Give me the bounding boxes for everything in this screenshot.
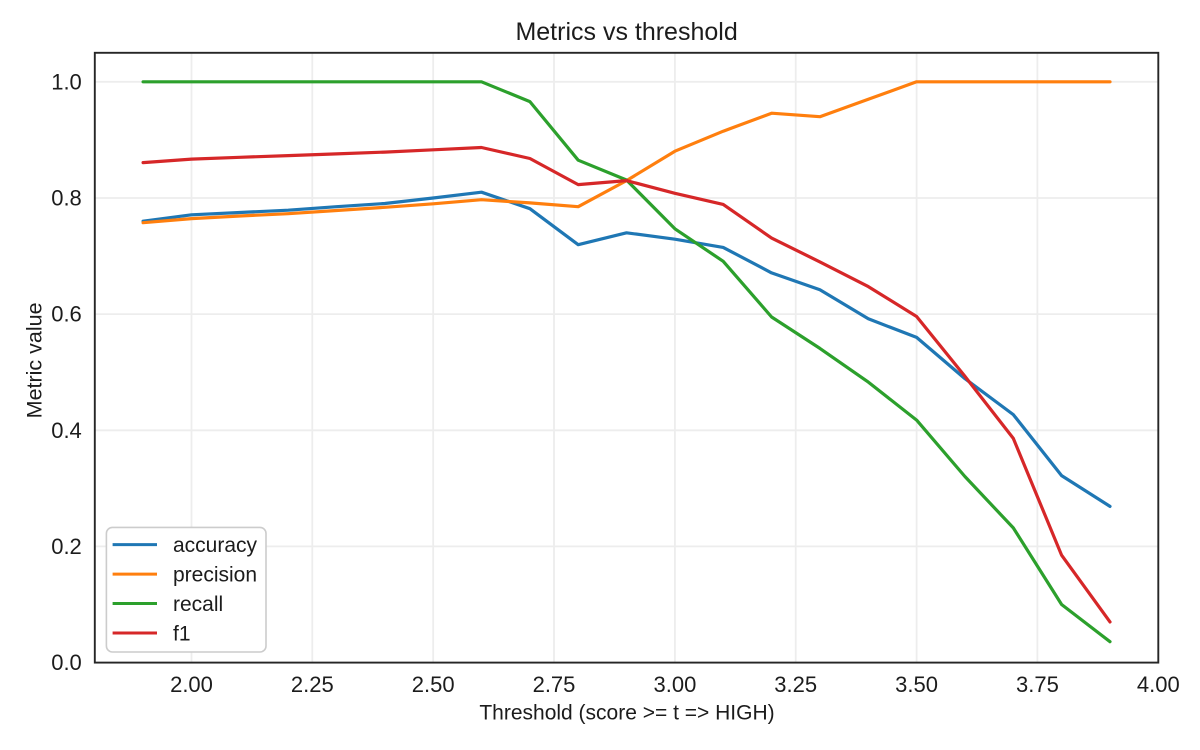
svg-text:3.25: 3.25 <box>774 672 817 697</box>
svg-text:2.00: 2.00 <box>170 672 213 697</box>
svg-text:f1: f1 <box>173 623 191 646</box>
svg-text:0.0: 0.0 <box>51 650 82 675</box>
svg-text:1.0: 1.0 <box>51 69 82 94</box>
svg-text:3.75: 3.75 <box>1016 672 1059 697</box>
svg-text:2.25: 2.25 <box>291 672 334 697</box>
svg-text:2.75: 2.75 <box>533 672 576 697</box>
svg-text:3.50: 3.50 <box>895 672 938 697</box>
svg-text:0.6: 0.6 <box>51 302 82 327</box>
svg-text:Metric value: Metric value <box>22 302 46 418</box>
svg-text:0.4: 0.4 <box>51 418 82 443</box>
svg-text:0.2: 0.2 <box>51 534 82 559</box>
svg-text:Metrics vs threshold: Metrics vs threshold <box>515 18 737 46</box>
svg-text:4.00: 4.00 <box>1137 672 1180 697</box>
svg-text:Threshold (score >= t => HIGH): Threshold (score >= t => HIGH) <box>479 702 774 725</box>
svg-text:2.50: 2.50 <box>412 672 455 697</box>
svg-text:accuracy: accuracy <box>173 534 258 557</box>
svg-text:0.8: 0.8 <box>51 186 82 211</box>
svg-text:precision: precision <box>173 564 257 587</box>
svg-text:3.00: 3.00 <box>653 672 696 697</box>
svg-text:recall: recall <box>173 593 223 616</box>
